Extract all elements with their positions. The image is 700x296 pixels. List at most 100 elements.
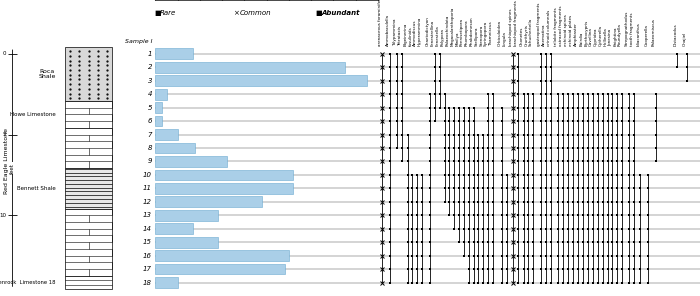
Bar xyxy=(155,49,193,59)
Text: Anematina: Anematina xyxy=(542,24,546,46)
Bar xyxy=(155,277,178,288)
Text: Roca
Shale: Roca Shale xyxy=(38,69,56,79)
Text: 8: 8 xyxy=(148,145,152,151)
Text: Palaeochindota: Palaeochindota xyxy=(445,15,449,46)
Text: Distacodus: Distacodus xyxy=(673,24,678,46)
Bar xyxy=(65,209,112,276)
Text: Howe Limestone: Howe Limestone xyxy=(10,112,56,117)
Text: 17: 17 xyxy=(143,266,152,272)
Bar xyxy=(65,168,112,209)
Text: Tolypammina: Tolypammina xyxy=(393,19,397,46)
Text: crinoid columnals: crinoid columnals xyxy=(547,10,551,46)
Text: echinoid plates: echinoid plates xyxy=(569,15,573,46)
Bar xyxy=(155,170,293,180)
Text: brachiopod spines: brachiopod spines xyxy=(509,9,512,46)
Bar xyxy=(155,197,262,207)
Bar xyxy=(155,264,284,274)
Text: Cypridea: Cypridea xyxy=(594,28,598,46)
Bar xyxy=(155,129,178,140)
Text: Rhabdomeson: Rhabdomeson xyxy=(470,17,474,46)
Text: Sample I: Sample I xyxy=(125,39,152,44)
Text: 10: 10 xyxy=(0,213,6,218)
Bar xyxy=(155,156,227,167)
Text: Jonesina: Jonesina xyxy=(608,29,612,46)
Text: Abundant: Abundant xyxy=(321,10,360,17)
Text: Rare: Rare xyxy=(160,10,176,17)
Text: Crurithyris: Crurithyris xyxy=(524,25,528,46)
Bar xyxy=(65,276,112,289)
Text: Byrthocypris: Byrthocypris xyxy=(584,20,588,46)
Text: 2: 2 xyxy=(148,64,152,70)
Text: Schuchertella: Schuchertella xyxy=(529,18,533,46)
Bar xyxy=(155,143,195,153)
Text: 15: 15 xyxy=(143,239,152,245)
Text: 5: 5 xyxy=(3,132,6,137)
Text: Palaeomiscus: Palaeomiscus xyxy=(652,19,656,46)
Text: Roundyella: Roundyella xyxy=(618,24,622,46)
Text: 3: 3 xyxy=(148,78,152,84)
Text: 6: 6 xyxy=(148,118,152,124)
Text: Idiacanthus: Idiacanthus xyxy=(636,23,641,46)
Bar xyxy=(65,101,112,128)
Text: Bennett Shale: Bennett Shale xyxy=(18,186,56,191)
Text: trilobite fragments: trilobite fragments xyxy=(554,8,558,46)
Bar xyxy=(155,223,193,234)
Text: ■: ■ xyxy=(316,10,322,17)
Text: Orbiculoidea: Orbiculoidea xyxy=(498,20,502,46)
Text: Fenestrellina: Fenestrellina xyxy=(431,20,435,46)
Text: tooth fragments: tooth fragments xyxy=(630,13,634,46)
Text: fusulinids: fusulinids xyxy=(409,27,412,46)
Text: brachiopod fragments: brachiopod fragments xyxy=(514,1,518,46)
Text: Syringopora: Syringopora xyxy=(484,21,488,46)
Text: Amphiaster: Amphiaster xyxy=(573,22,578,46)
Text: Common: Common xyxy=(240,10,272,17)
Text: Cooperella: Cooperella xyxy=(645,25,648,46)
Text: feet: feet xyxy=(10,163,15,174)
Bar xyxy=(155,75,367,86)
Bar xyxy=(65,128,112,168)
Text: ostracod fragments: ostracod fragments xyxy=(559,6,563,46)
Text: 5: 5 xyxy=(148,105,152,111)
Bar xyxy=(155,62,344,73)
Bar xyxy=(155,210,218,221)
Text: Cytherella: Cytherella xyxy=(598,25,603,46)
Text: 13: 13 xyxy=(143,212,152,218)
Text: arenaceous foraminifers: arenaceous foraminifers xyxy=(378,0,382,46)
Text: Rhombopora: Rhombopora xyxy=(465,20,469,46)
Text: Hollinella: Hollinella xyxy=(603,28,608,46)
Text: 12: 12 xyxy=(143,199,152,205)
Text: ×: × xyxy=(233,10,239,17)
Text: Strepognathodus: Strepognathodus xyxy=(624,11,629,46)
Text: 1: 1 xyxy=(148,51,152,57)
Text: Cavellina: Cavellina xyxy=(589,28,593,46)
Bar xyxy=(65,47,112,101)
Text: Knightina: Knightina xyxy=(613,27,617,46)
Text: Polypora: Polypora xyxy=(441,28,444,46)
Text: gastropod fragments: gastropod fragments xyxy=(537,3,540,46)
Text: Bigeinerina: Bigeinerina xyxy=(404,23,407,46)
Text: Bairdia: Bairdia xyxy=(580,32,583,46)
Text: Chaetodictyon: Chaetodictyon xyxy=(426,17,430,46)
Text: Ammobaculella: Ammobaculella xyxy=(386,15,390,46)
Text: Glenrock  Limestone 18: Glenrock Limestone 18 xyxy=(0,280,56,285)
Text: Ammodiscus: Ammodiscus xyxy=(413,20,417,46)
Text: 14: 14 xyxy=(143,226,152,232)
Text: Megacalanthoporia: Megacalanthoporia xyxy=(450,7,454,46)
Bar xyxy=(155,116,162,126)
Text: Red Eagle Limestone: Red Eagle Limestone xyxy=(4,128,8,194)
Text: 11: 11 xyxy=(143,185,152,191)
Text: echinoid spines: echinoid spines xyxy=(564,15,568,46)
Text: Onajiel: Onajiel xyxy=(683,32,687,46)
Text: ■: ■ xyxy=(155,10,164,17)
Text: Stenopora: Stenopora xyxy=(480,25,483,46)
Text: 0: 0 xyxy=(3,51,6,56)
Text: 18: 18 xyxy=(143,279,152,286)
Text: Chonetes: Chonetes xyxy=(519,27,524,46)
Text: Fenestella: Fenestella xyxy=(436,26,440,46)
Bar xyxy=(155,250,289,261)
Text: 7: 7 xyxy=(148,131,152,138)
Text: Stellipora: Stellipora xyxy=(475,27,479,46)
Text: 9: 9 xyxy=(148,158,152,165)
Text: 4: 4 xyxy=(148,91,152,97)
Text: 16: 16 xyxy=(143,253,152,259)
